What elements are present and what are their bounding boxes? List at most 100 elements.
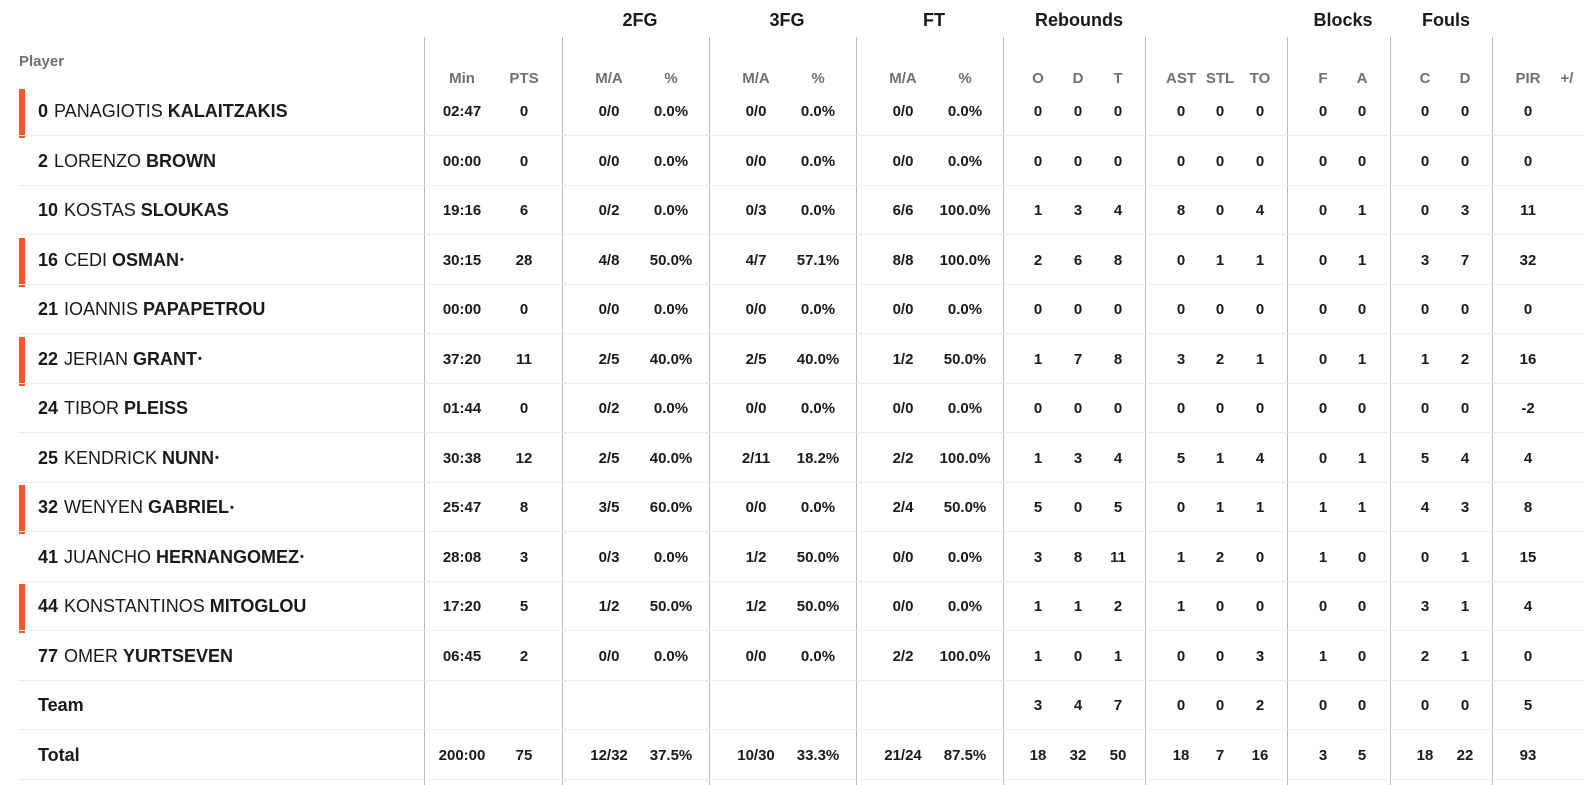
column-header[interactable]: M/A xyxy=(742,70,770,87)
player-name-cell[interactable]: 16 CEDI OSMAN• xyxy=(38,236,184,286)
column-header[interactable]: D xyxy=(1459,70,1471,87)
column-divider xyxy=(562,37,563,785)
player-first-name: JERIAN xyxy=(64,348,129,369)
column-header[interactable]: M/A xyxy=(889,70,917,87)
player-first-name: WENYEN xyxy=(64,497,144,517)
stat-cell: 7 xyxy=(1460,251,1470,269)
stat-cell: 3 xyxy=(1460,499,1470,516)
stat-cell: 0 xyxy=(1255,548,1265,566)
player-last-name: BROWN xyxy=(146,150,217,171)
column-header[interactable]: STL xyxy=(1205,70,1235,87)
stat-cell: 0/0 xyxy=(745,152,767,170)
player-last-name: PLEISS xyxy=(124,398,189,418)
player-first-name: KOSTAS xyxy=(64,200,136,220)
starter-marker-icon: • xyxy=(300,551,304,564)
player-name-cell[interactable]: 32 WENYEN GABRIEL• xyxy=(38,483,234,533)
row-accent-bar xyxy=(19,485,25,534)
player-first-name: LORENZO xyxy=(54,150,142,171)
column-header[interactable]: PTS xyxy=(509,70,539,87)
table-row: 24 TIBOR PLEISS 01:44 0 0/2 0.0% 0/0 0.0% 0/0 0.0%… xyxy=(19,384,1584,433)
stat-cell: 3 xyxy=(1176,350,1186,368)
column-header[interactable]: +/ xyxy=(1560,70,1574,87)
column-header[interactable]: PIR xyxy=(1515,70,1541,87)
stat-cell: 0 xyxy=(1318,301,1328,318)
player-number: 0 xyxy=(38,101,49,121)
stat-cell: 6/6 xyxy=(892,202,914,219)
stat-cell: 0/0 xyxy=(745,499,767,516)
column-header[interactable]: % xyxy=(811,70,825,87)
stat-cell: 37:20 xyxy=(442,350,482,368)
stat-cell: 0 xyxy=(1357,400,1367,417)
column-header[interactable]: O xyxy=(1032,70,1044,87)
column-header[interactable]: M/A xyxy=(595,70,623,87)
stat-cell: 100.0% xyxy=(939,251,991,269)
stat-cell: 0 xyxy=(1215,301,1225,318)
stat-cell: 0.0% xyxy=(800,202,836,219)
stat-cell: 0/0 xyxy=(598,647,620,665)
stat-cell: 1/2 xyxy=(745,548,767,566)
stat-cell: 0 xyxy=(1255,152,1265,170)
stat-cell: 15 xyxy=(1519,548,1537,566)
column-divider xyxy=(709,37,710,785)
table-row: 32 WENYEN GABRIEL• 25:47 8 3/5 60.0% 0/0 0.0% 2/4… xyxy=(19,483,1584,534)
stat-cell: 0 xyxy=(1176,301,1186,318)
column-header[interactable]: F xyxy=(1318,70,1328,87)
stat-cell: 3 xyxy=(1460,202,1470,219)
player-name-cell[interactable]: 25 KENDRICK NUNN• xyxy=(38,434,219,484)
player-name-cell[interactable]: 2 LORENZO BROWN xyxy=(38,137,216,186)
stat-cell: 25:47 xyxy=(442,499,482,516)
column-header[interactable]: AST xyxy=(1166,70,1196,87)
stat-cell: 0.0% xyxy=(947,400,983,417)
player-name-cell[interactable]: 44 KONSTANTINOS MITOGLOU xyxy=(38,582,306,631)
stat-cell: 3 xyxy=(1033,697,1043,714)
stat-cell: 0 xyxy=(1176,152,1186,170)
player-name-cell[interactable]: 77 OMER YURTSEVEN xyxy=(38,632,233,681)
column-header[interactable]: D xyxy=(1072,70,1084,87)
stat-cell: 4/8 xyxy=(598,251,620,269)
stat-cell: 0 xyxy=(1073,400,1083,417)
stat-cell: 1 xyxy=(1033,202,1043,219)
column-header[interactable]: % xyxy=(664,70,678,87)
column-header[interactable]: TO xyxy=(1249,70,1271,87)
column-header[interactable]: % xyxy=(958,70,972,87)
stat-cell: 5 xyxy=(1420,449,1430,467)
stat-cell: 5 xyxy=(519,598,529,615)
player-name-cell[interactable]: 22 JERIAN GRANT• xyxy=(38,335,202,385)
player-number: 10 xyxy=(38,200,59,220)
player-name-cell[interactable]: 24 TIBOR PLEISS xyxy=(38,384,188,433)
player-name-cell[interactable]: 0 PANAGIOTIS KALAITZAKIS xyxy=(38,87,288,136)
player-last-name: YURTSEVEN xyxy=(123,645,234,666)
stat-cell: 1 xyxy=(1357,251,1367,269)
column-header[interactable]: T xyxy=(1113,70,1123,87)
stat-cell: 4 xyxy=(1255,449,1265,467)
player-number: 77 xyxy=(38,645,59,666)
stat-cell: 3 xyxy=(1033,548,1043,566)
stat-cell: 22 xyxy=(1456,746,1474,764)
player-name-cell[interactable]: 41 JUANCHO HERNANGOMEZ• xyxy=(38,533,304,583)
player-first-name: IOANNIS xyxy=(64,299,139,319)
player-name-cell[interactable]: 10 KOSTAS SLOUKAS xyxy=(38,186,229,235)
stat-cell: 2 xyxy=(1033,251,1043,269)
stat-cell: 17:20 xyxy=(442,598,482,615)
stat-cell: 32 xyxy=(1519,251,1537,269)
column-header[interactable]: A xyxy=(1356,70,1368,87)
stat-cell: 3 xyxy=(1073,449,1083,467)
total-label: Total xyxy=(38,744,80,765)
stat-cell: 8 xyxy=(1073,548,1083,566)
stat-cell: 16 xyxy=(1519,350,1537,368)
player-last-name: NUNN xyxy=(162,447,215,468)
stat-cell: 0 xyxy=(1523,152,1533,170)
stat-cell: 0.0% xyxy=(653,647,689,665)
column-header[interactable]: Min xyxy=(449,70,475,87)
stat-cell: 0.0% xyxy=(947,103,983,120)
player-first-name: OMER xyxy=(64,645,119,666)
stat-cell: 4/7 xyxy=(745,251,767,269)
stat-cell: 0/0 xyxy=(598,103,620,120)
stat-cell: 0 xyxy=(1318,697,1328,714)
stat-cell: 4 xyxy=(1073,697,1083,714)
stat-cell: 0 xyxy=(1033,103,1043,120)
player-name-cell[interactable]: 21 IOANNIS PAPAPETROU xyxy=(38,285,265,334)
player-first-name: CEDI xyxy=(64,249,108,270)
stat-cell: 0 xyxy=(1033,301,1043,318)
column-header[interactable]: C xyxy=(1419,70,1431,87)
